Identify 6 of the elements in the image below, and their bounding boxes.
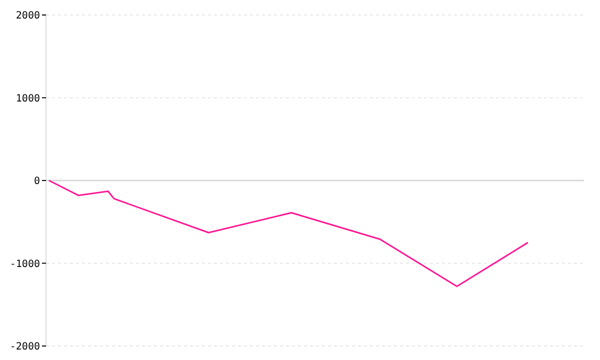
y-tick-label: -2000 (10, 342, 40, 353)
line-series (48, 180, 529, 288)
y-tick-label: -1000 (10, 258, 40, 270)
y-tick-label: 2000 (16, 10, 40, 22)
y-tick-label: 1000 (16, 93, 40, 104)
y-tick-label: 0 (34, 176, 40, 188)
